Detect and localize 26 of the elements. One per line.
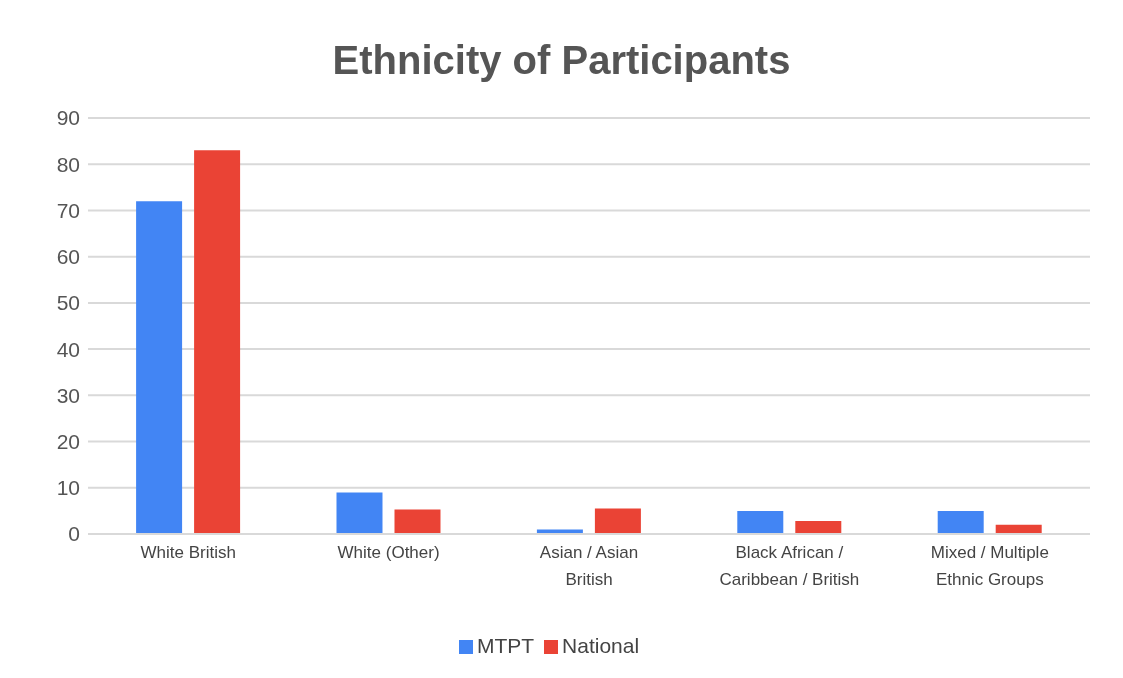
bar <box>737 510 784 534</box>
bar <box>394 509 441 534</box>
bar <box>194 150 241 534</box>
x-tick-label: Mixed / Multiple Ethnic Groups <box>930 543 1049 589</box>
y-tick-label: 0 <box>68 522 80 546</box>
y-tick-label: 50 <box>56 291 80 315</box>
y-tick-label: 10 <box>56 476 80 500</box>
bar <box>336 492 383 534</box>
bar <box>795 521 842 534</box>
y-tick-label: 30 <box>56 383 80 407</box>
x-tick-label: White British <box>140 543 236 562</box>
y-tick-label: 40 <box>56 337 80 361</box>
legend-label: MTPT <box>476 634 535 657</box>
bar <box>594 508 641 534</box>
bar <box>937 510 984 534</box>
y-tick-label: 80 <box>56 152 80 176</box>
y-tick-label: 90 <box>56 106 80 130</box>
y-tick-label: 60 <box>56 245 80 269</box>
bar <box>136 201 183 534</box>
x-tick-label: Asian / Asian British <box>539 543 639 589</box>
x-tick-label: Black African / Caribbean / British <box>719 543 860 589</box>
y-tick-label: 20 <box>56 430 80 454</box>
chart-title: Ethnicity of Participants <box>331 37 792 84</box>
y-tick-label: 70 <box>56 198 80 222</box>
legend-label: National <box>562 634 640 657</box>
x-tick-label: White (Other) <box>337 543 440 562</box>
